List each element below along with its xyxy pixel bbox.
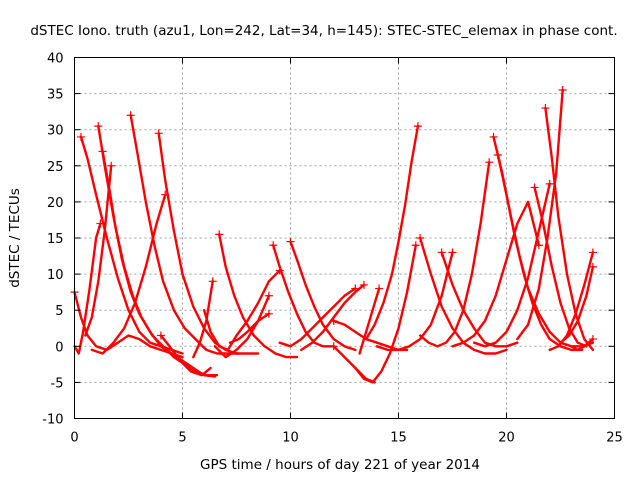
series-marker xyxy=(448,248,457,257)
series-arc-12 xyxy=(202,269,281,352)
series-arc-22 xyxy=(354,243,417,384)
series-marker xyxy=(437,248,446,257)
y-tick-label: 25 xyxy=(47,160,64,175)
y-axis-label: dSTEC / TECUs xyxy=(7,188,23,288)
series-marker xyxy=(98,147,107,156)
series-arc-10 xyxy=(159,334,212,377)
series-marker xyxy=(411,241,420,250)
series-arc-24 xyxy=(358,287,381,355)
series-marker xyxy=(558,85,567,94)
series-arc-37 xyxy=(559,265,595,344)
series-marker xyxy=(485,158,494,167)
y-tick-label: -5 xyxy=(51,376,64,391)
series-marker xyxy=(107,161,116,170)
x-tick-label: 15 xyxy=(390,431,407,446)
series-arc-28 xyxy=(440,251,519,348)
series-arc-33 xyxy=(516,88,564,341)
series-arc-32 xyxy=(472,182,551,348)
x-tick-label: 10 xyxy=(282,431,299,446)
y-tick-label: -10 xyxy=(42,413,63,428)
x-tick-labels: 0 5 10 15 20 25 xyxy=(70,431,622,446)
series-arc-16 xyxy=(272,243,335,348)
series-arc-36 xyxy=(548,251,595,352)
series-arc-35 xyxy=(533,186,588,348)
series-arc-11 xyxy=(192,280,214,359)
series-arc-27 xyxy=(418,236,508,355)
series-marker xyxy=(493,150,502,159)
series-arc-23 xyxy=(364,124,420,341)
x-axis-label: GPS time / hours of day 221 of year 2014 xyxy=(200,457,480,473)
series-arc-6 xyxy=(101,150,219,377)
series-marker xyxy=(489,132,498,141)
series-marker xyxy=(208,277,217,286)
x-tick-label: 20 xyxy=(498,431,515,446)
series-marker xyxy=(264,291,273,300)
series-marker xyxy=(588,335,597,344)
plot-frame xyxy=(74,57,615,419)
series-arc-26 xyxy=(418,160,491,348)
series-arc-34 xyxy=(544,106,595,352)
series-arc-29 xyxy=(451,200,541,348)
y-tick-label: 20 xyxy=(47,196,64,211)
gridlines xyxy=(74,57,615,419)
series-arc-7 xyxy=(90,193,167,355)
series-arc-25 xyxy=(375,251,454,352)
y-tick-label: 15 xyxy=(47,232,64,247)
y-tick-label: 30 xyxy=(47,124,64,139)
series-arc-18 xyxy=(278,287,357,348)
series-marker xyxy=(269,241,278,250)
y-tick-labels: -10 -5 0 5 10 15 20 25 30 35 40 xyxy=(42,52,63,428)
data-series xyxy=(70,85,597,384)
series-marker xyxy=(329,317,338,326)
x-tick-label: 0 xyxy=(70,431,78,446)
series-arc-15 xyxy=(228,312,271,344)
series-arc-3 xyxy=(73,222,102,355)
series-marker xyxy=(588,262,597,271)
y-tick-label: 0 xyxy=(55,340,63,355)
series-marker xyxy=(286,237,295,246)
series-marker xyxy=(96,219,105,228)
series-marker xyxy=(126,111,135,120)
series-marker xyxy=(375,284,384,293)
y-tick-label: 10 xyxy=(47,268,64,283)
series-arc-14 xyxy=(213,294,271,359)
series-arc-4 xyxy=(84,164,113,337)
series-marker xyxy=(545,179,554,188)
series-arc-30 xyxy=(492,135,595,348)
series-marker xyxy=(530,183,539,192)
series-arc-20 xyxy=(332,345,376,384)
series-marker xyxy=(359,280,368,289)
y-tick-label: 35 xyxy=(47,88,64,103)
series-arc-8 xyxy=(129,114,240,355)
series-arc-31 xyxy=(496,153,584,352)
y-tick-label: 5 xyxy=(55,304,63,319)
series-marker xyxy=(154,129,163,138)
series-marker xyxy=(416,234,425,242)
series-marker xyxy=(215,230,224,239)
x-tick-label: 25 xyxy=(606,431,623,446)
series-marker xyxy=(588,248,597,257)
series-marker xyxy=(76,132,85,141)
chart-title: dSTEC Iono. truth (azu1, Lon=242, Lat=34… xyxy=(30,23,617,39)
y-tick-label: 40 xyxy=(47,52,64,67)
series-arc-13 xyxy=(217,233,299,359)
series-marker xyxy=(94,122,103,131)
series-arc-17 xyxy=(289,240,357,352)
series-marker xyxy=(156,331,165,340)
series-marker xyxy=(329,342,338,351)
series-marker xyxy=(541,104,550,113)
series-arc-38 xyxy=(570,337,595,352)
x-tick-label: 5 xyxy=(178,431,186,446)
series-marker xyxy=(413,122,422,131)
series-marker xyxy=(264,309,273,318)
